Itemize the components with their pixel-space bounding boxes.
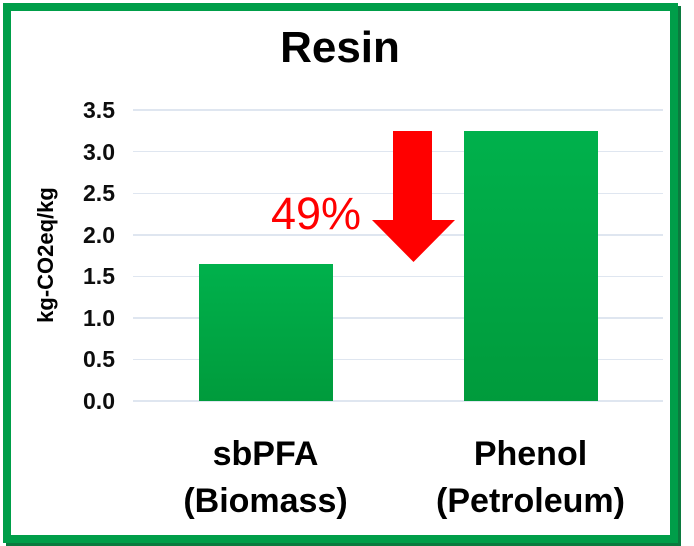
y-axis-tick-label: 2.5	[83, 180, 115, 207]
gridline	[133, 275, 663, 278]
x-category-label-phenol-petroleum: Phenol (Petroleum)	[436, 435, 625, 520]
gridline	[133, 317, 663, 319]
decrease-arrow-icon	[372, 131, 455, 262]
y-axis-tick-label: 0.5	[83, 346, 115, 373]
y-axis-tick-label: 2.0	[83, 221, 115, 248]
y-axis-tick-label: 1.0	[83, 304, 115, 331]
y-axis-tick-label: 0.0	[83, 388, 115, 414]
reduction-percent-label: 49%	[270, 188, 362, 239]
y-axis-label: kg-CO2eq/kg	[33, 187, 58, 323]
y-axis-tick-label: 1.5	[83, 263, 115, 290]
x-category-label-sbpfa-biomass: sbPFA (Biomass)	[183, 435, 348, 520]
chart-title: Resin	[280, 23, 400, 72]
chart-frame	[3, 3, 678, 543]
y-axis-tick-label: 3.0	[83, 138, 115, 165]
gridline	[133, 358, 663, 361]
gridline	[133, 109, 663, 111]
arrow-shape	[372, 131, 455, 262]
gridline	[133, 400, 663, 402]
bar-phenol-petroleum	[463, 130, 598, 401]
y-axis-tick-label: 3.5	[83, 97, 115, 124]
bar-sbpfa-biomass	[198, 263, 333, 401]
